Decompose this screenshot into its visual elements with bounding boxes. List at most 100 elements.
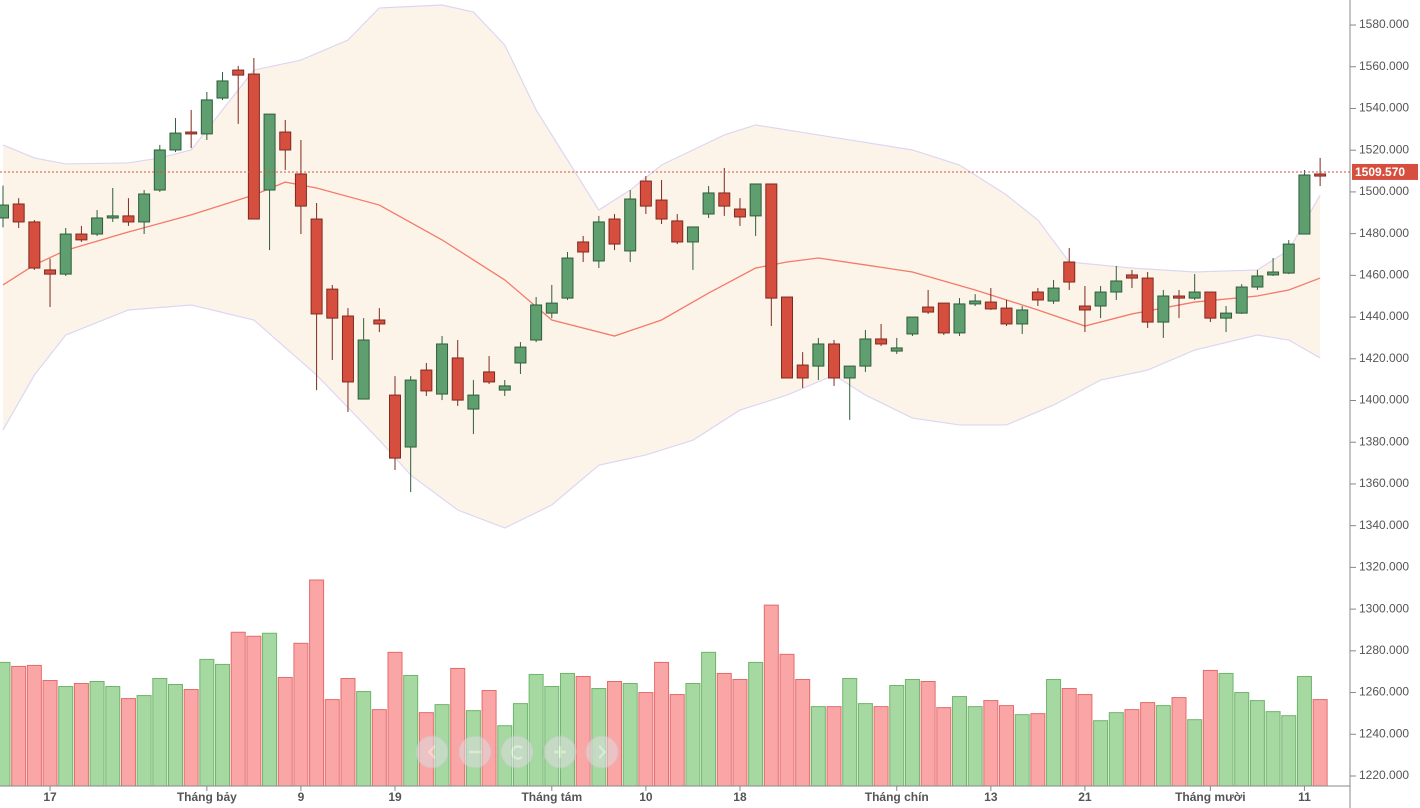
zoom-in-button[interactable] (543, 735, 577, 769)
candle-body (483, 371, 496, 383)
volume-bar (1108, 712, 1124, 787)
candle-body (200, 99, 213, 135)
volume-bar (450, 667, 466, 787)
candle-body (702, 192, 715, 215)
candle-body (1016, 309, 1029, 325)
scroll-right-button[interactable] (585, 735, 619, 769)
candle-body (28, 221, 41, 269)
volume-bar (716, 672, 732, 787)
candle-body (389, 394, 401, 459)
volume-bar (1124, 709, 1140, 787)
volume-bar (842, 677, 858, 787)
candle-body (122, 215, 135, 223)
y-tick-label: 1420.000 (1359, 351, 1409, 365)
x-tick-label: Tháng tám (521, 790, 582, 804)
volume-bar (1030, 713, 1046, 787)
volume-bar (371, 709, 387, 787)
y-tick-label: 1500.000 (1359, 184, 1409, 198)
volume-bar (26, 664, 42, 787)
candle-body (530, 304, 543, 341)
y-tick-label: 1300.000 (1359, 601, 1409, 615)
volume-bar (309, 579, 325, 787)
candle-body (1063, 261, 1076, 283)
candle-body (263, 113, 276, 191)
volume-bar (1046, 678, 1062, 787)
candle-body (639, 180, 652, 207)
candle-body (169, 132, 182, 151)
plot-area (0, 4, 1328, 787)
volume-bar (1234, 692, 1250, 787)
candle-body (686, 226, 699, 243)
volume-bar (810, 706, 826, 787)
y-tick-label: 1280.000 (1359, 643, 1409, 657)
candle-body (969, 300, 982, 305)
candle-body (733, 208, 746, 218)
volume-bar (795, 678, 811, 787)
scroll-left-button[interactable] (415, 735, 449, 769)
candle-body (12, 203, 25, 223)
y-tick-label: 1320.000 (1359, 560, 1409, 574)
volume-bar (1014, 714, 1030, 787)
zoom-out-button[interactable] (458, 735, 492, 769)
candle-body (561, 257, 574, 299)
candle-body (1094, 291, 1107, 307)
candle-body (922, 306, 935, 313)
volume-bar (1218, 672, 1234, 787)
candle-body (781, 296, 793, 379)
candle-body (718, 192, 731, 207)
x-tick-label: 19 (388, 790, 402, 804)
y-tick-label: 1360.000 (1359, 476, 1409, 490)
volume-bar (11, 665, 27, 787)
volume-bar (732, 678, 748, 787)
volume-bar (105, 686, 121, 787)
volume-bar (1077, 694, 1093, 787)
candle-body (44, 269, 57, 275)
volume-bar (277, 676, 293, 787)
volume-bar (607, 680, 623, 787)
volume-bar (528, 673, 544, 787)
volume-bar (748, 661, 764, 787)
volume-bar (936, 707, 952, 787)
candle-body (1110, 280, 1123, 293)
volume-bar (967, 706, 983, 787)
volume-bar (1265, 711, 1281, 787)
candle-body (796, 364, 809, 379)
y-tick-label: 1400.000 (1359, 393, 1409, 407)
moving-average-line (2, 181, 1321, 337)
candle-body (247, 73, 260, 220)
volume-bar (1249, 700, 1265, 787)
y-tick-label: 1560.000 (1359, 59, 1409, 73)
volume-bar (1202, 669, 1218, 787)
volume-bar (857, 703, 873, 787)
volume-bar (340, 677, 356, 787)
candle-body (404, 379, 417, 448)
y-tick-label: 1580.000 (1359, 17, 1409, 31)
volume-bar (763, 604, 779, 787)
volume-bar (152, 677, 168, 787)
volume-bar (42, 679, 58, 787)
volume-bar (1155, 705, 1171, 787)
candle-body (232, 69, 245, 76)
candle-body (608, 218, 621, 245)
reset-button[interactable] (500, 735, 534, 769)
volume-bar (262, 632, 278, 787)
candle-body (1047, 287, 1060, 302)
volume-bar (999, 705, 1015, 787)
candle-body (545, 302, 558, 314)
x-tick-label: 9 (298, 790, 305, 804)
volume-bar (1281, 715, 1297, 787)
candle-body (1078, 305, 1091, 311)
candle-body (843, 365, 856, 379)
volume-bar (622, 683, 638, 787)
volume-bar (199, 658, 215, 787)
candle-body (859, 338, 872, 367)
candle-body (75, 233, 88, 241)
y-tick-label: 1380.000 (1359, 434, 1409, 448)
volume-bar (826, 706, 842, 787)
volume-bar (889, 685, 905, 787)
candle-body (1173, 295, 1185, 299)
candle-body (1141, 277, 1154, 323)
volume-bar (215, 663, 231, 787)
candle-body (1282, 243, 1295, 274)
